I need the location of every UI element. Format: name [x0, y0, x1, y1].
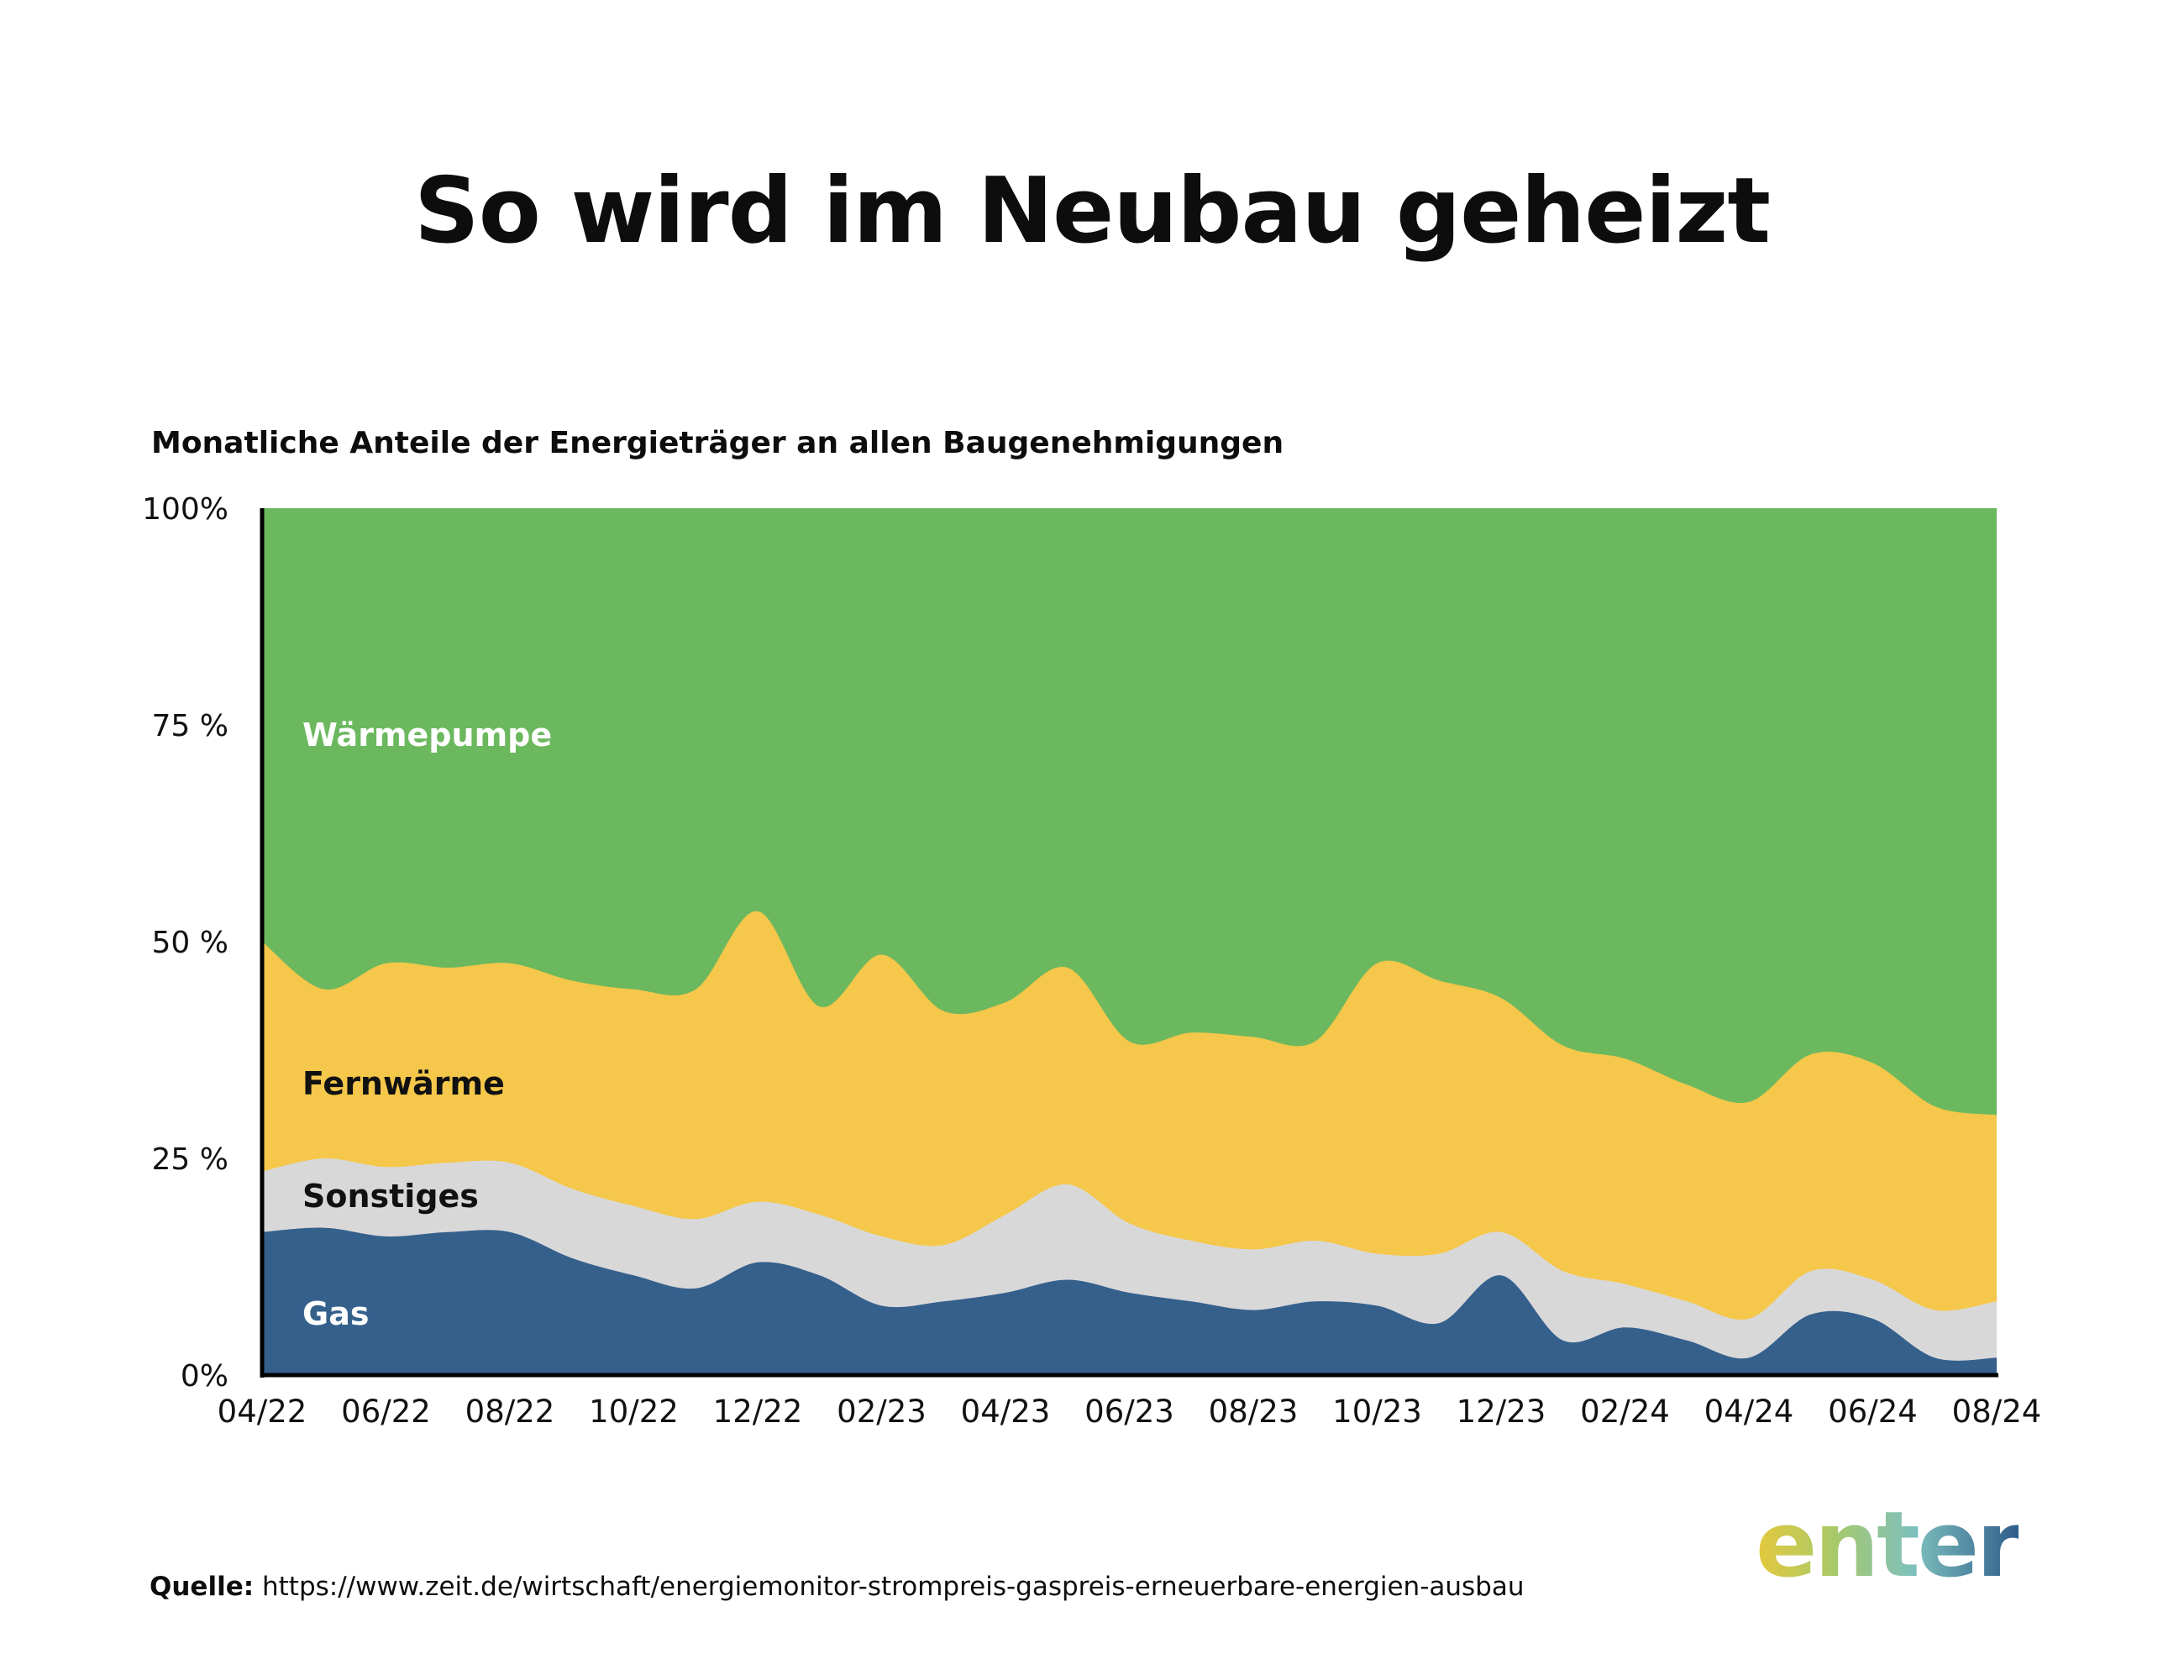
series-label-sonstiges: Sonstiges	[302, 1178, 479, 1215]
chart-subtitle: Monatliche Anteile der Energieträger an …	[151, 426, 1284, 460]
series-label-gas: Gas	[302, 1295, 369, 1332]
y-tick-label: 25 %	[152, 1142, 228, 1177]
x-tick-label: 02/23	[837, 1394, 927, 1430]
source-url[interactable]: https://www.zeit.de/wirtschaft/energiemo…	[261, 1572, 1525, 1602]
series-label-waermepumpe: Wärmepumpe	[302, 717, 552, 753]
y-tick-label: 75 %	[152, 709, 228, 743]
x-tick-label: 08/22	[465, 1394, 555, 1430]
x-tick-label: 04/24	[1704, 1394, 1794, 1430]
x-tick-label: 04/23	[961, 1394, 1051, 1430]
x-tick-label: 06/23	[1084, 1394, 1174, 1430]
x-tick-label: 08/23	[1209, 1394, 1299, 1430]
series-label-fernwaerme: Fernwärme	[302, 1065, 505, 1102]
y-tick-label: 0%	[181, 1359, 228, 1394]
x-tick-label: 06/24	[1828, 1394, 1918, 1430]
chart-title: So wird im Neubau geheizt	[413, 159, 1771, 264]
area-gas	[262, 1227, 1997, 1375]
x-tick-label: 08/24	[1952, 1394, 2042, 1430]
x-tick-label: 06/22	[341, 1394, 431, 1430]
x-tick-label: 10/23	[1332, 1394, 1422, 1430]
enter-logo: enter	[1756, 1493, 2021, 1598]
source-label: Quelle:	[150, 1572, 255, 1602]
x-tick-label: 02/24	[1580, 1394, 1670, 1430]
x-tick-label: 10/22	[589, 1394, 679, 1430]
source-line: Quelle: https://www.zeit.de/wirtschaft/e…	[150, 1574, 1525, 1600]
y-tick-label: 50 %	[152, 926, 228, 960]
x-tick-label: 12/22	[713, 1394, 803, 1430]
y-tick-label: 100%	[142, 492, 228, 527]
x-tick-label: 12/23	[1457, 1394, 1546, 1430]
x-tick-label: 04/22	[218, 1394, 307, 1430]
stacked-area-chart: 0% 25 % 50 % 75 % 100% 04/22 06/22 08/22 10/22 12…	[142, 492, 2042, 1430]
